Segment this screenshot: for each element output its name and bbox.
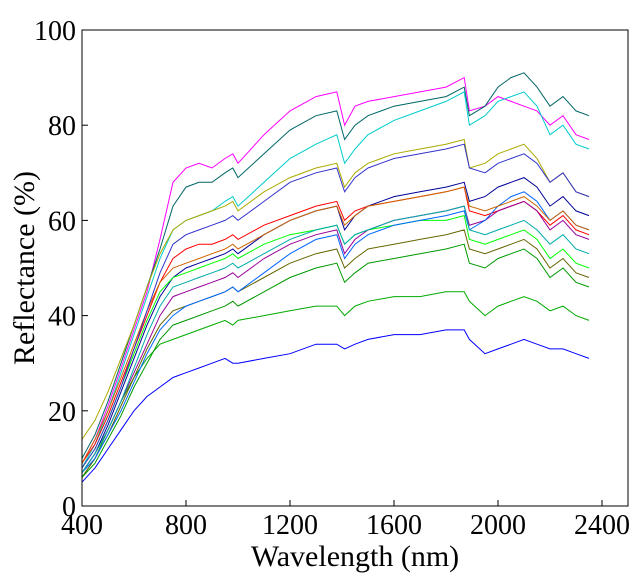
series-line-15 <box>81 143 590 469</box>
series-line-16 <box>81 205 590 473</box>
plot-series <box>81 72 590 483</box>
x-tick-label-2000: 2000 <box>470 510 526 541</box>
series-line-1 <box>81 329 590 483</box>
x-tick-label-1600: 1600 <box>366 510 422 541</box>
y-tick-label-100: 100 <box>34 16 76 47</box>
series-line-8 <box>81 177 590 473</box>
plot-frame <box>81 29 629 507</box>
series-line-13 <box>81 243 590 478</box>
y-axis-title: Reflectance (%) <box>8 171 41 365</box>
series-line-2 <box>81 291 590 478</box>
series-line-10 <box>81 200 590 473</box>
series-line-7 <box>81 186 590 464</box>
series-line-5 <box>81 91 590 469</box>
x-tick-label-1200: 1200 <box>262 510 318 541</box>
series-line-4 <box>81 72 590 459</box>
series-line-11 <box>81 229 590 478</box>
x-tick-label-2400: 2400 <box>574 510 630 541</box>
series-line-12 <box>81 191 590 474</box>
y-tick-label-80: 80 <box>48 111 76 142</box>
y-tick-label-20: 20 <box>48 397 76 428</box>
x-axis-title: Wavelength (nm) <box>251 540 459 573</box>
x-tick-label-800: 800 <box>165 510 207 541</box>
series-line-6 <box>81 138 590 440</box>
series-line-3 <box>81 76 590 464</box>
x-axis: 400 800 1200 1600 2000 2400 <box>61 500 630 541</box>
series-line-14 <box>81 186 590 464</box>
y-axis: 0 20 40 60 80 100 <box>34 16 88 523</box>
y-tick-label-60: 60 <box>48 206 76 237</box>
y-tick-label-0: 0 <box>62 492 76 523</box>
y-tick-label-40: 40 <box>48 302 76 333</box>
x-tick-label-400: 400 <box>61 510 103 541</box>
